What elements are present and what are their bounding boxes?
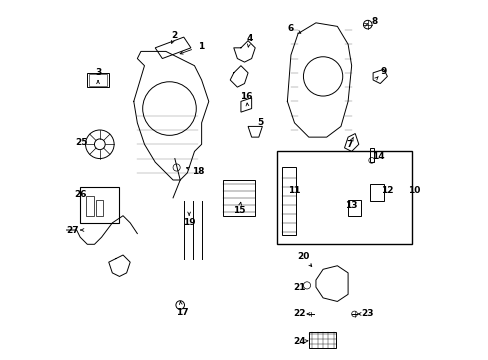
Bar <box>282 167 296 235</box>
Text: 16: 16 <box>240 91 252 100</box>
Bar <box>87 73 108 87</box>
Bar <box>369 148 373 162</box>
Text: 20: 20 <box>297 252 309 261</box>
Text: 24: 24 <box>293 337 305 346</box>
Text: 22: 22 <box>293 310 305 319</box>
Bar <box>89 73 107 86</box>
Text: 23: 23 <box>361 310 373 319</box>
Text: 1: 1 <box>198 41 204 50</box>
Bar <box>308 332 335 348</box>
Text: 6: 6 <box>287 24 293 33</box>
Text: 25: 25 <box>76 138 88 147</box>
Text: 8: 8 <box>371 17 377 26</box>
Text: 10: 10 <box>407 186 420 195</box>
Text: 15: 15 <box>232 206 245 215</box>
Text: 3: 3 <box>95 68 101 77</box>
Text: 13: 13 <box>345 201 357 210</box>
Text: 2: 2 <box>171 31 178 40</box>
Text: 9: 9 <box>380 67 386 76</box>
Text: 12: 12 <box>380 186 393 195</box>
Text: 7: 7 <box>346 140 352 149</box>
Bar <box>347 200 360 216</box>
Text: 18: 18 <box>191 167 204 176</box>
Bar <box>80 187 119 223</box>
Bar <box>223 180 255 216</box>
Text: 11: 11 <box>287 186 300 195</box>
Text: 14: 14 <box>371 152 384 161</box>
Text: 19: 19 <box>183 219 195 228</box>
Text: 17: 17 <box>175 308 188 317</box>
Bar <box>85 196 94 216</box>
Text: 4: 4 <box>246 35 252 44</box>
Text: 27: 27 <box>66 225 79 234</box>
Bar <box>96 200 103 216</box>
Text: 26: 26 <box>74 190 86 199</box>
Text: 21: 21 <box>293 283 305 292</box>
Bar <box>276 152 411 244</box>
Bar <box>369 184 383 202</box>
Text: 5: 5 <box>257 118 263 127</box>
